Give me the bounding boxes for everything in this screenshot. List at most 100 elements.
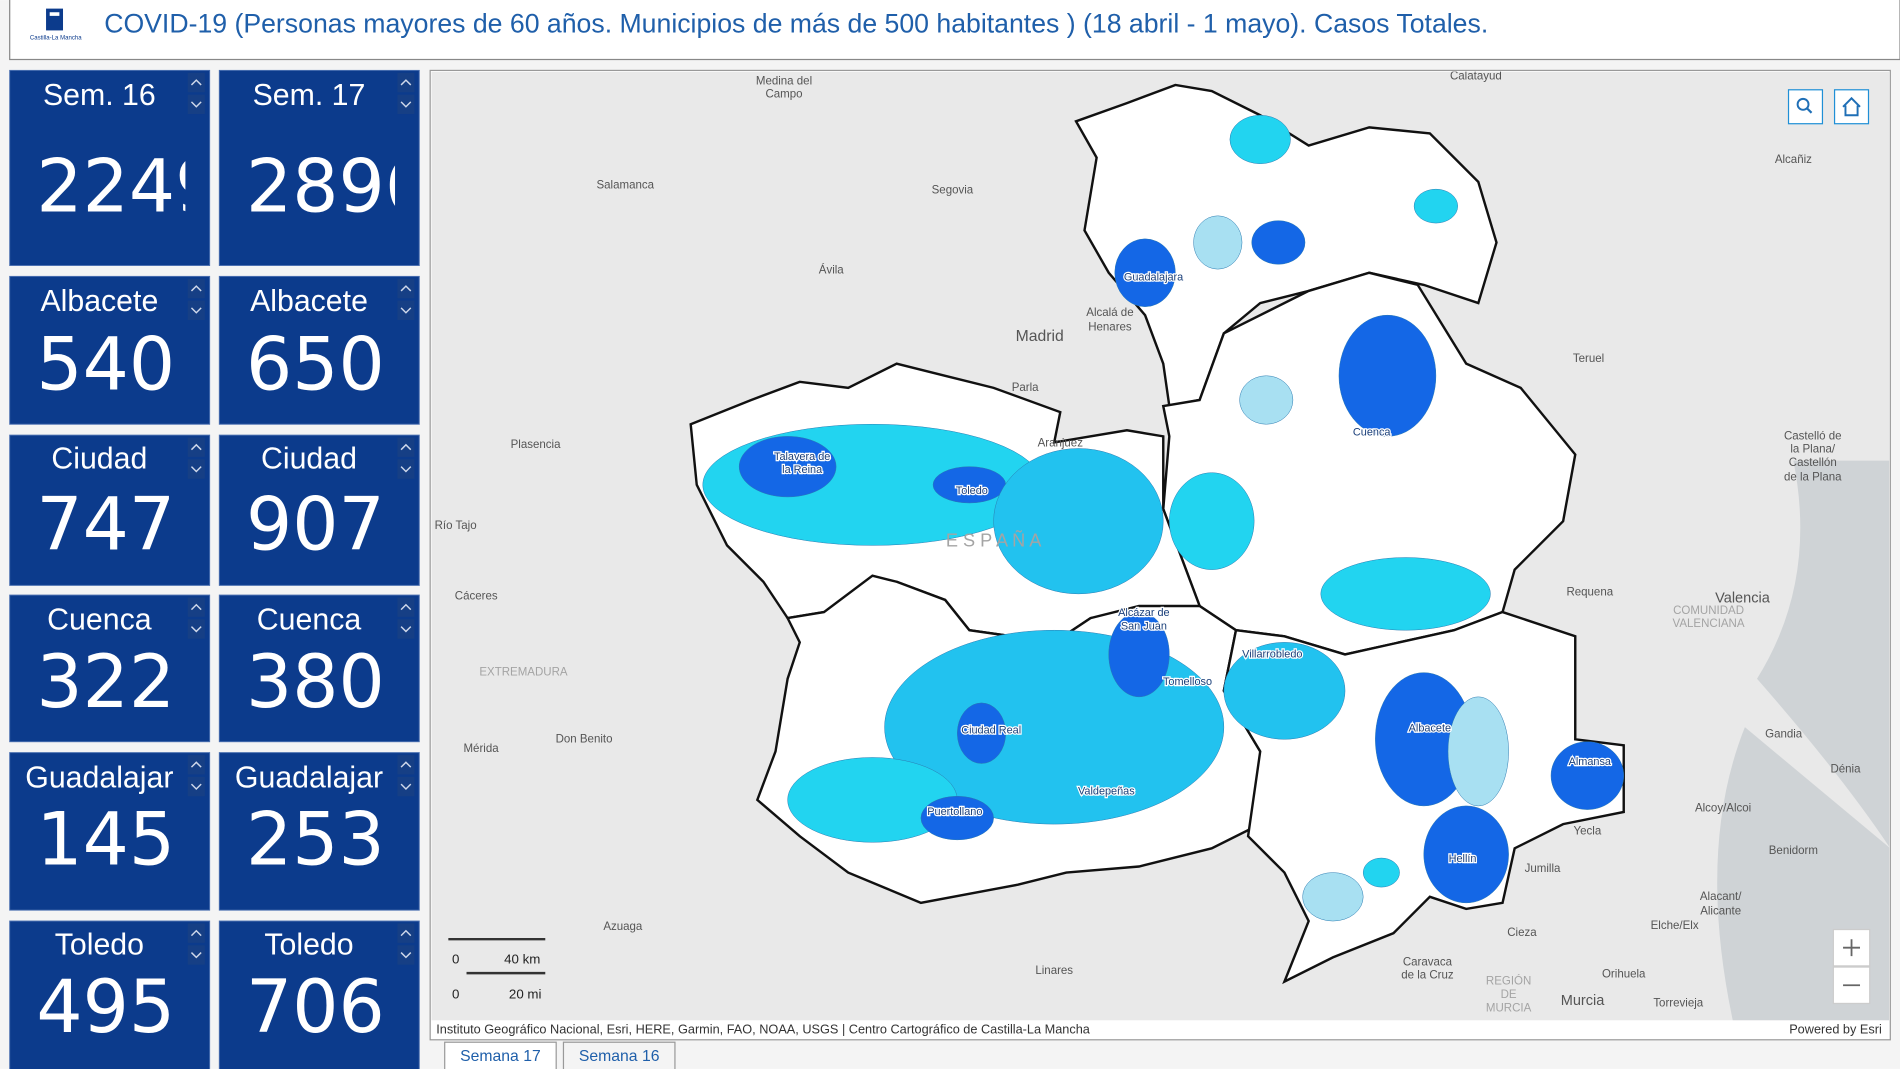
place-label: Calatayud <box>1450 71 1502 83</box>
home-button[interactable] <box>1833 89 1870 125</box>
indicator-card: Sem. 16 2249 <box>9 69 221 266</box>
card-background <box>9 594 211 743</box>
scroll-icon[interactable] <box>190 952 202 959</box>
scroll-down[interactable] <box>397 619 415 639</box>
scroll-up[interactable] <box>187 72 205 93</box>
scroll-button[interactable] <box>397 300 415 321</box>
place-label: la Plana/ <box>1790 444 1836 456</box>
scroll-down[interactable] <box>397 945 415 965</box>
scroll-button[interactable] <box>187 619 205 639</box>
scroll-icon[interactable] <box>400 603 412 611</box>
scroll-icon[interactable] <box>400 929 412 937</box>
scroll-button[interactable] <box>187 278 205 299</box>
scroll-down[interactable] <box>397 776 415 797</box>
scroll-icon[interactable] <box>400 761 412 768</box>
tab[interactable] <box>562 1041 676 1069</box>
scroll-button[interactable] <box>397 619 415 639</box>
scroll-icon[interactable] <box>190 783 202 790</box>
scroll-button[interactable] <box>187 72 205 93</box>
card-value: 2249 <box>36 146 221 230</box>
overlay-label: Talavera de <box>774 451 830 463</box>
attribution-bar <box>431 1020 1890 1039</box>
place-label: Benidorm <box>1769 845 1818 857</box>
scroll-button[interactable] <box>397 597 415 617</box>
scroll-icon[interactable] <box>400 285 412 292</box>
card-content: Cuenca 322 <box>36 604 175 725</box>
scroll-icon[interactable] <box>400 443 412 451</box>
scroll-up[interactable] <box>397 437 415 457</box>
scroll-down[interactable] <box>187 776 205 797</box>
scroll-down[interactable] <box>187 945 205 965</box>
scroll-down[interactable] <box>187 300 205 321</box>
scroll-icon[interactable] <box>190 466 202 473</box>
scroll-icon[interactable] <box>190 443 202 451</box>
scroll-down[interactable] <box>187 459 205 479</box>
scroll-button[interactable] <box>397 776 415 797</box>
scroll-button[interactable] <box>187 755 205 775</box>
scroll-icon[interactable] <box>400 626 412 633</box>
scroll-down[interactable] <box>397 459 415 479</box>
scroll-button[interactable] <box>187 300 205 321</box>
place-label: Alcoy/Alcoi <box>1695 802 1751 814</box>
scroll-button[interactable] <box>187 776 205 797</box>
scroll-down[interactable] <box>187 619 205 639</box>
scroll-icon[interactable] <box>190 79 202 86</box>
scroll-button[interactable] <box>397 72 415 93</box>
scroll-icon[interactable] <box>400 466 412 473</box>
scroll-button[interactable] <box>397 945 415 965</box>
scroll-icon[interactable] <box>400 101 412 108</box>
scroll-button[interactable] <box>187 437 205 457</box>
scroll-up[interactable] <box>187 597 205 617</box>
scroll-icon[interactable] <box>190 761 202 768</box>
card-background <box>9 275 211 425</box>
map[interactable]: Calatayud Medina del Campo Salamanca Segovia… <box>431 71 1890 1021</box>
scroll-down[interactable] <box>397 300 415 321</box>
scroll-up[interactable] <box>397 923 415 943</box>
scroll-icon[interactable] <box>190 603 202 611</box>
scale-label: 20 mi <box>509 986 542 1001</box>
scroll-button[interactable] <box>187 597 205 617</box>
card-content: Ciudad 747 <box>36 443 175 568</box>
scroll-down[interactable] <box>397 94 415 115</box>
scroll-button[interactable] <box>187 94 205 115</box>
scroll-button[interactable] <box>397 755 415 775</box>
scroll-up[interactable] <box>397 755 415 775</box>
tab[interactable] <box>444 1041 557 1069</box>
scroll-up[interactable] <box>397 597 415 617</box>
scroll-button[interactable] <box>187 459 205 479</box>
tab-label[interactable]: Semana 17 <box>460 1048 541 1065</box>
search-button[interactable] <box>1787 89 1824 125</box>
scroll-button[interactable] <box>397 923 415 943</box>
scale-bar <box>448 938 546 975</box>
scroll-up[interactable] <box>397 72 415 93</box>
scroll-button[interactable] <box>397 278 415 299</box>
scroll-down[interactable] <box>187 94 205 115</box>
overlay-label: la Reina <box>782 464 823 476</box>
scroll-up[interactable] <box>187 923 205 943</box>
scroll-icon[interactable] <box>190 101 202 108</box>
scroll-icon[interactable] <box>190 307 202 314</box>
scroll-icon[interactable] <box>190 285 202 292</box>
scroll-button[interactable] <box>187 923 205 943</box>
zoom-in-button[interactable] <box>1832 928 1871 967</box>
logo <box>46 8 64 31</box>
scroll-button[interactable] <box>397 94 415 115</box>
card-label: Toledo <box>55 928 144 961</box>
scroll-up[interactable] <box>187 755 205 775</box>
place-label: MURCIA <box>1486 1002 1532 1014</box>
place-label: Cieza <box>1507 927 1537 939</box>
scroll-button[interactable] <box>187 945 205 965</box>
zoom-out-button[interactable] <box>1832 966 1871 1005</box>
scroll-up[interactable] <box>187 437 205 457</box>
scroll-icon[interactable] <box>400 952 412 959</box>
scroll-up[interactable] <box>187 278 205 299</box>
scroll-button[interactable] <box>397 459 415 479</box>
scroll-up[interactable] <box>397 278 415 299</box>
scroll-icon[interactable] <box>190 626 202 633</box>
scroll-icon[interactable] <box>400 783 412 790</box>
scroll-icon[interactable] <box>400 307 412 314</box>
tab-label[interactable]: Semana 16 <box>579 1048 660 1065</box>
scroll-button[interactable] <box>397 437 415 457</box>
scroll-icon[interactable] <box>400 79 412 86</box>
scroll-icon[interactable] <box>190 929 202 937</box>
